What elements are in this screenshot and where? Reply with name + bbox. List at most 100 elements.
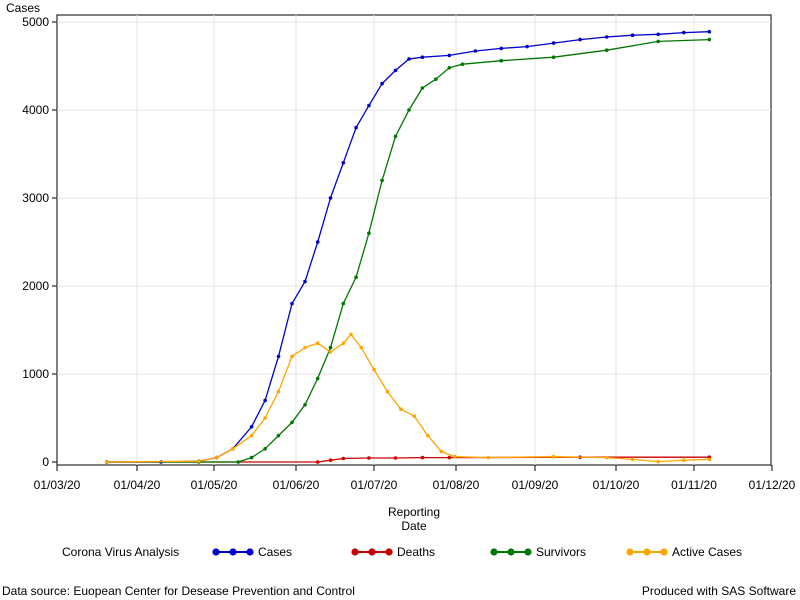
y-axis-label: Cases: [6, 1, 40, 15]
data-point: [367, 456, 371, 460]
y-tick-label: 5000: [22, 15, 49, 29]
data-point: [460, 62, 465, 66]
series-survivors: [105, 37, 712, 464]
data-point: [473, 49, 478, 53]
data-point: [707, 37, 712, 42]
data-point: [393, 456, 398, 460]
legend-marker: [507, 548, 515, 556]
data-point: [263, 416, 267, 420]
data-point: [380, 178, 384, 183]
x-axis-label-line-1: Reporting: [388, 505, 440, 519]
data-point: [447, 455, 452, 460]
legend-title: Corona Virus Analysis: [62, 545, 179, 559]
data-point: [372, 367, 376, 372]
data-point: [263, 447, 267, 451]
data-point: [105, 460, 109, 464]
data-point: [656, 459, 660, 464]
legend-label: Survivors: [536, 545, 586, 559]
data-point: [420, 455, 425, 460]
data-point: [249, 455, 254, 460]
legend-marker: [368, 548, 376, 556]
y-tick-label: 2000: [22, 279, 49, 293]
legend-marker: [246, 548, 254, 556]
data-point: [328, 458, 333, 463]
data-point: [385, 389, 390, 394]
data-point: [354, 275, 358, 280]
data-point: [315, 376, 320, 381]
data-point: [604, 35, 609, 39]
data-point: [341, 341, 346, 346]
data-point: [315, 240, 320, 244]
series-line: [106, 31, 710, 463]
legend-item: Deaths: [351, 545, 435, 559]
data-point: [656, 32, 660, 37]
data-point: [303, 279, 307, 284]
data-point: [499, 58, 504, 63]
legend-label: Deaths: [397, 545, 435, 559]
data-point: [407, 57, 411, 61]
data-point: [499, 46, 504, 51]
x-tick-label: 01/08/20: [433, 478, 480, 492]
data-point: [486, 455, 491, 460]
data-point: [367, 103, 371, 108]
data-point: [434, 77, 438, 81]
data-point: [197, 459, 201, 463]
x-tick-label: 01/04/20: [114, 478, 161, 492]
data-point: [328, 350, 333, 354]
data-point: [439, 449, 444, 454]
data-point: [604, 48, 609, 52]
data-point: [707, 29, 712, 34]
grid-lines: [57, 15, 771, 465]
plot-area: [56, 14, 772, 466]
legend-marker: [385, 548, 393, 556]
data-point: [551, 41, 556, 45]
data-point: [447, 53, 452, 58]
data-point: [656, 39, 660, 44]
data-point: [380, 81, 384, 86]
data-point: [707, 457, 712, 462]
y-tick-label: 4000: [22, 103, 49, 117]
data-point: [393, 134, 398, 139]
data-point: [682, 458, 686, 463]
data-point: [420, 86, 425, 90]
data-point: [420, 55, 425, 59]
data-point: [231, 447, 235, 451]
x-tick-label: 01/12/20: [749, 478, 796, 492]
data-point: [303, 345, 307, 350]
data-point: [236, 460, 240, 464]
data-point: [315, 341, 320, 346]
data-point: [214, 455, 219, 460]
y-axis: 0 1000 2000 3000 4000 5000: [22, 15, 57, 469]
data-point: [315, 460, 320, 464]
legend-marker: [660, 548, 668, 556]
y-tick-label: 1000: [22, 367, 49, 381]
legend-marker: [351, 548, 359, 556]
data-point: [290, 301, 294, 306]
x-tick-label: 01/06/20: [273, 478, 320, 492]
legend-marker: [229, 548, 237, 556]
data-point: [412, 414, 417, 419]
series-line: [106, 333, 710, 463]
data-point: [452, 454, 457, 459]
legend-label: Active Cases: [672, 545, 742, 559]
data-point: [426, 433, 430, 438]
data-point: [276, 389, 281, 394]
x-tick-label: 01/05/20: [191, 478, 238, 492]
data-point: [630, 457, 635, 462]
x-axis: 01/03/20 01/04/20 01/05/20 01/06/20 01/07/20…: [34, 465, 796, 492]
data-point: [393, 68, 398, 73]
data-point: [399, 407, 403, 412]
data-point: [290, 420, 294, 425]
data-point: [367, 231, 371, 235]
data-point: [303, 403, 307, 407]
software-credit: Produced with SAS Software: [641, 584, 796, 598]
data-point: [349, 332, 353, 337]
y-tick-label: 0: [42, 455, 49, 469]
data-point: [341, 161, 346, 165]
legend-marker: [490, 548, 498, 556]
data-point: [682, 30, 686, 35]
data-point: [249, 433, 254, 438]
legend-item: Active Cases: [626, 545, 742, 559]
data-point: [290, 354, 294, 359]
